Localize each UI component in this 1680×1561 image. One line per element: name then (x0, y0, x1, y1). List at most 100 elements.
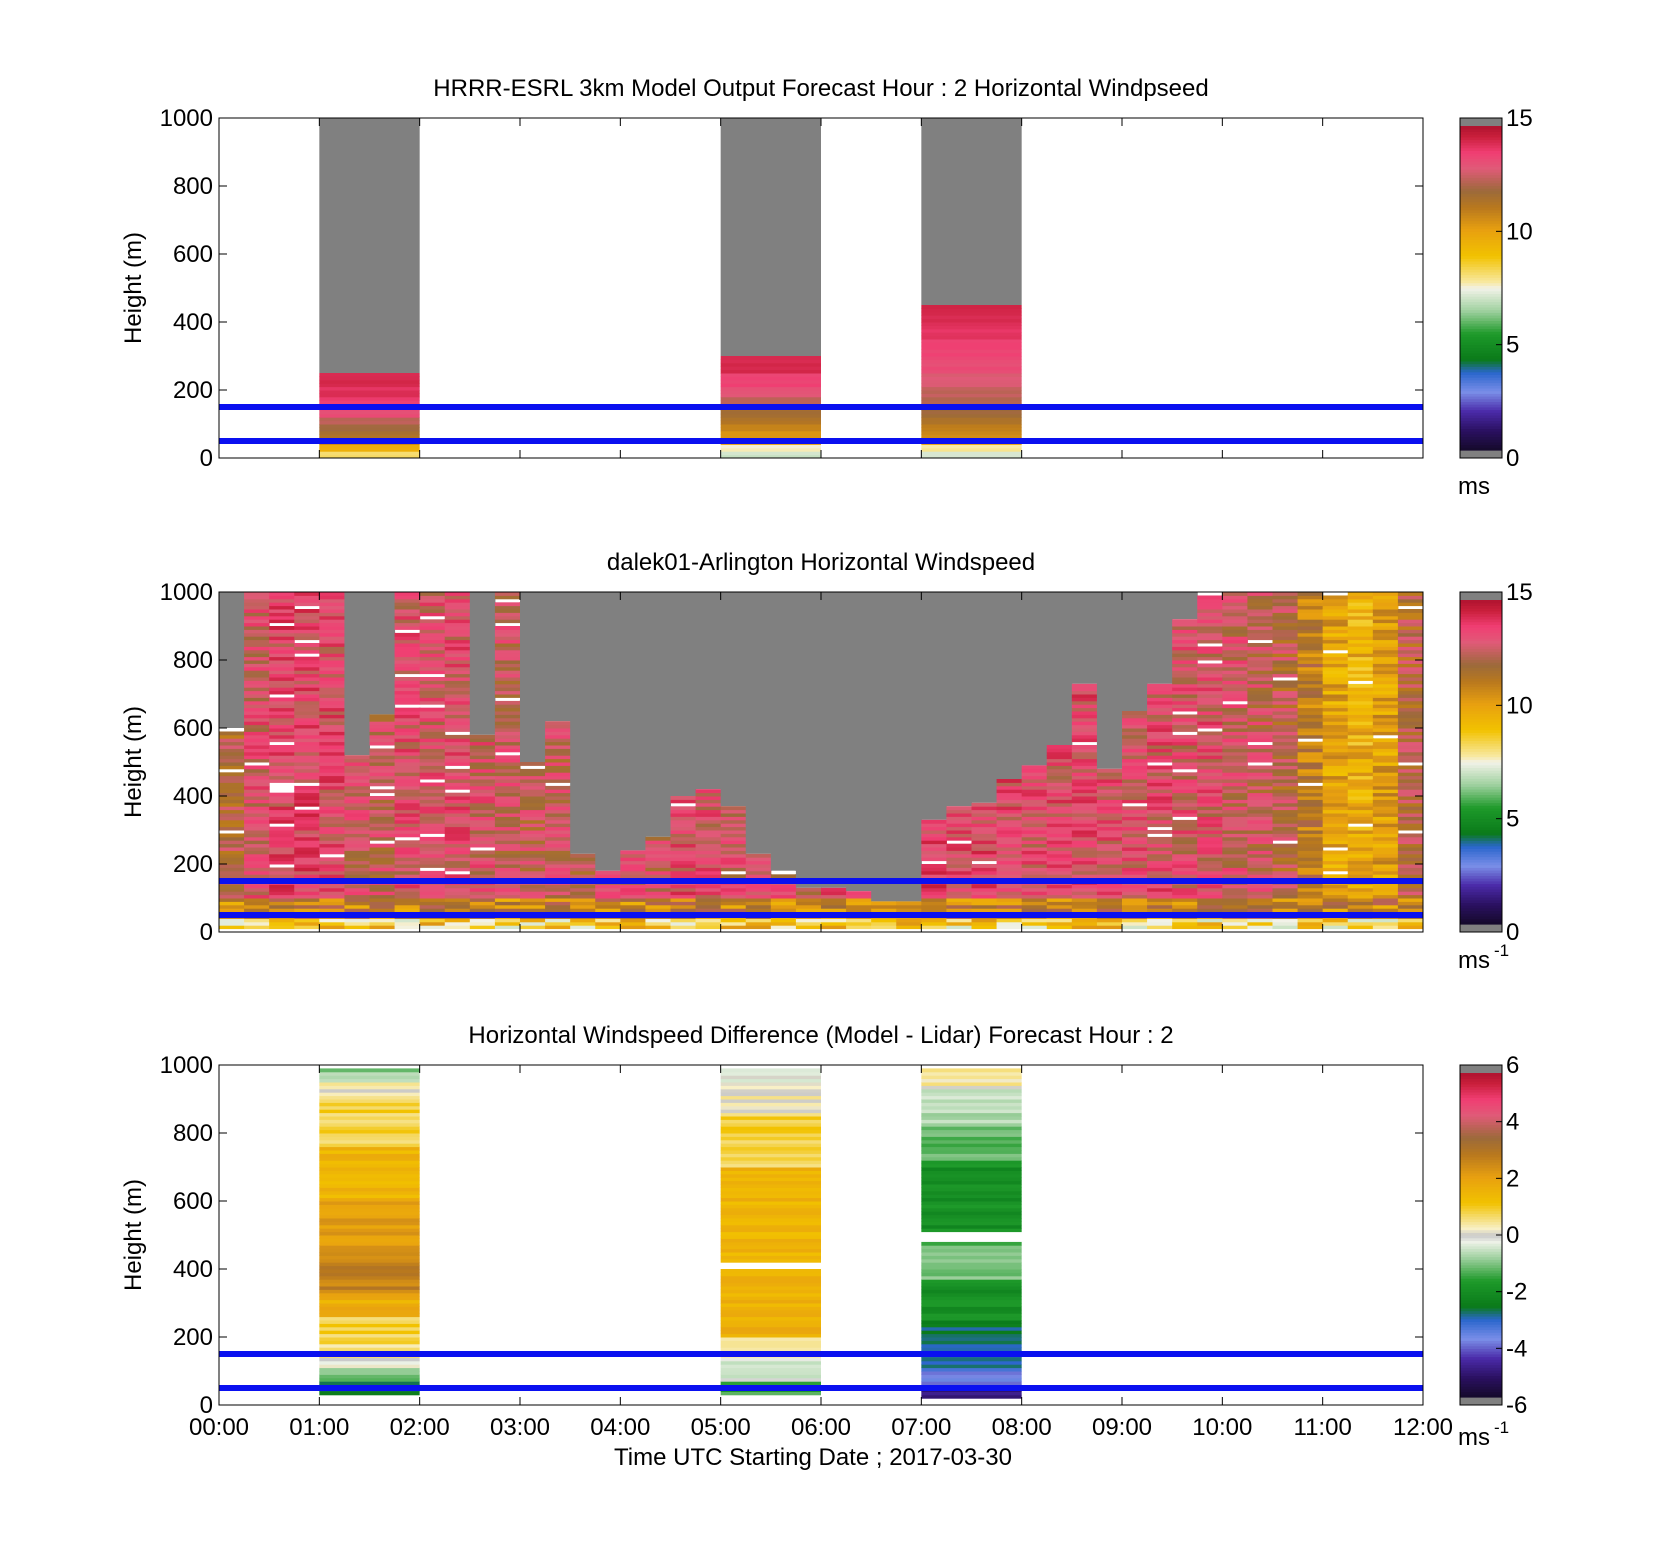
heatmap-cell (1222, 840, 1248, 845)
heatmap-cell (369, 898, 396, 902)
heatmap-cell (1322, 636, 1349, 641)
heatmap-cell (269, 850, 295, 855)
heatmap-cell (444, 643, 471, 647)
heatmap-cell (670, 867, 697, 872)
heatmap-cell (269, 619, 295, 624)
heatmap-cell (1347, 802, 1374, 807)
missing-cell (1398, 830, 1422, 834)
heatmap-cell (394, 789, 421, 794)
colorbar-segment (1460, 745, 1502, 750)
heatmap-cell (319, 602, 345, 607)
heatmap-cell (394, 626, 421, 630)
heatmap-cell (1397, 680, 1424, 685)
heatmap-cell (319, 447, 420, 452)
heatmap-cell (1372, 816, 1399, 821)
heatmap-cell (219, 833, 245, 838)
colorbar-segment (1460, 1167, 1502, 1171)
heatmap-cell (394, 741, 421, 746)
heatmap-cell (469, 874, 496, 879)
heatmap-cell (1222, 724, 1248, 729)
heatmap-cell (494, 830, 521, 834)
heatmap-cell (1347, 683, 1374, 688)
heatmap-cell (1297, 700, 1324, 705)
heatmap-cell (369, 867, 396, 872)
heatmap-cell (1122, 860, 1148, 865)
heatmap-cell (996, 782, 1023, 787)
colorbar-segment (1460, 735, 1502, 739)
heatmap-cell (494, 632, 521, 637)
heatmap-cell (1147, 921, 1173, 926)
heatmap-cell (946, 908, 972, 913)
heatmap-cell (219, 785, 245, 790)
heatmap-cell (319, 1204, 420, 1209)
heatmap-cell (921, 1211, 1022, 1216)
heatmap-cell (720, 874, 747, 879)
colorbar-segment (1460, 182, 1502, 186)
heatmap-cell (1372, 904, 1399, 909)
heatmap-cell (244, 792, 270, 797)
heatmap-cell (1347, 847, 1374, 851)
heatmap-cell (1147, 867, 1173, 872)
heatmap-cell (394, 697, 421, 702)
heatmap-cell (1071, 683, 1098, 688)
heatmap-cell (1372, 592, 1399, 596)
heatmap-cell (444, 680, 471, 685)
colorbar-segment (1460, 1313, 1502, 1317)
heatmap-cell (1272, 775, 1299, 780)
heatmap-cell (294, 901, 320, 906)
heatmap-cell (344, 860, 370, 865)
heatmap-cell (469, 918, 496, 923)
heatmap-cell (1071, 762, 1098, 766)
heatmap-cell (319, 1211, 420, 1216)
colorbar-segment (1460, 379, 1502, 384)
heatmap-cell (1197, 602, 1223, 607)
colorbar-segment (1460, 1181, 1502, 1185)
heatmap-cell (921, 383, 1022, 388)
colorbar-segment (1460, 215, 1502, 219)
missing-cell (220, 728, 244, 732)
heatmap-cell (1372, 772, 1399, 777)
heatmap-cell (369, 751, 396, 756)
colorbar-segment (1460, 1226, 1502, 1231)
heatmap-cell (846, 918, 872, 923)
heatmap-cell (996, 874, 1023, 879)
heatmap-cell (1397, 921, 1424, 926)
heatmap-cell (1322, 632, 1349, 637)
heatmap-cell (1397, 874, 1424, 879)
colorbar-segment (1460, 918, 1502, 922)
heatmap-cell (394, 639, 421, 644)
heatmap-cell (1347, 918, 1374, 923)
heatmap-cell (720, 1320, 821, 1324)
heatmap-cell (921, 1394, 1022, 1399)
heatmap-cell (1122, 836, 1148, 841)
heatmap-cell (369, 806, 396, 811)
heatmap-cell (469, 779, 496, 783)
heatmap-cell (1272, 833, 1299, 838)
heatmap-cell (1122, 799, 1148, 804)
heatmap-cell (896, 908, 922, 913)
heatmap-cell (1222, 673, 1248, 678)
heatmap-cell (1272, 908, 1299, 913)
heatmap-cell (1147, 721, 1173, 726)
heatmap-cell (369, 796, 396, 800)
colorbar-segment (1460, 856, 1502, 860)
heatmap-cell (1322, 867, 1349, 872)
heatmap-cell (1297, 707, 1324, 712)
heatmap-cell (670, 826, 697, 831)
heatmap-cell (319, 1367, 420, 1372)
heatmap-cell (821, 921, 847, 926)
heatmap-cell (1071, 738, 1098, 743)
heatmap-cell (444, 802, 471, 807)
heatmap-cell (394, 887, 421, 892)
heatmap-cell (846, 898, 872, 902)
heatmap-cell (319, 1180, 420, 1185)
heatmap-cell (1297, 870, 1324, 875)
heatmap-cell (369, 843, 396, 848)
heatmap-cell (494, 639, 521, 644)
heatmap-cell (1397, 728, 1424, 732)
heatmap-cell (444, 728, 471, 732)
heatmap-cell (1021, 904, 1048, 909)
x-tick-label: 04:00 (590, 1414, 650, 1441)
heatmap-cell (394, 918, 421, 923)
missing-cell (445, 870, 469, 875)
